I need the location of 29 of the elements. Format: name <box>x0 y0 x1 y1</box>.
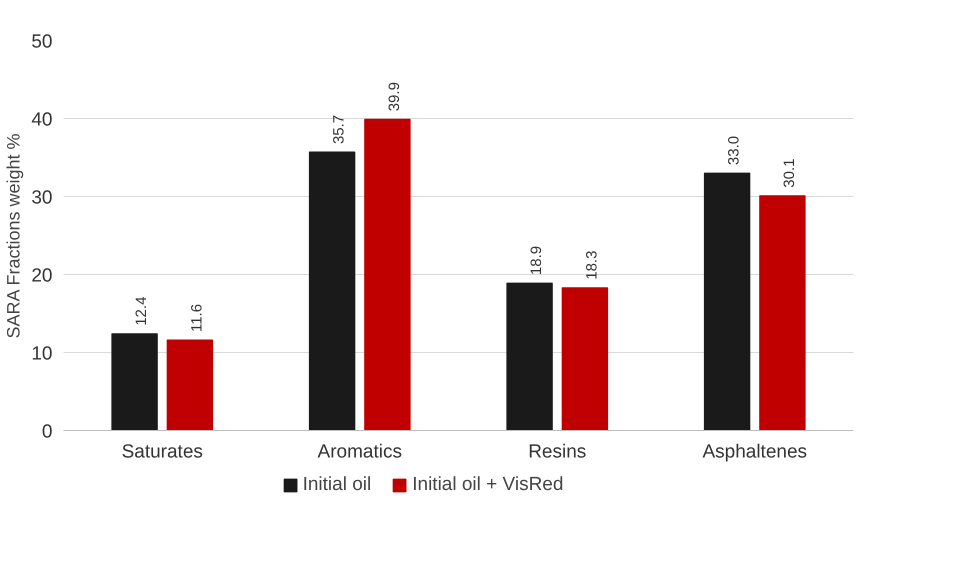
y-tick-label: 50 <box>31 32 53 52</box>
data-label: 18.3 <box>583 250 600 280</box>
y-tick-label: 20 <box>31 266 53 286</box>
data-label: 33.0 <box>726 136 743 166</box>
y-axis-title: SARA Fractions weight % <box>3 133 24 339</box>
bar <box>759 195 806 430</box>
data-label: 18.9 <box>528 246 546 276</box>
data-label: 35.7 <box>330 114 348 144</box>
y-tick-label: 30 <box>31 188 53 208</box>
y-tick-label: 0 <box>42 422 53 442</box>
bar <box>704 172 750 430</box>
legend-label: Initial oil + VisRed <box>412 474 564 496</box>
x-tick-label: Saturates <box>122 442 203 462</box>
bar <box>308 152 356 430</box>
x-tick-label: Aromatics <box>318 442 402 462</box>
x-tick-label: Resins <box>528 442 586 462</box>
bar <box>111 333 158 430</box>
bar <box>364 118 411 430</box>
bar <box>506 282 553 430</box>
legend-label: Initial oil <box>302 474 372 496</box>
y-tick-label: 10 <box>31 344 53 364</box>
x-tick-label: Asphaltenes <box>702 442 808 462</box>
y-tick-label: 40 <box>31 110 53 130</box>
bar <box>166 340 214 430</box>
data-label: 39.9 <box>386 82 403 112</box>
data-label: 11.6 <box>188 304 206 332</box>
data-label: 30.1 <box>780 158 798 188</box>
bar <box>562 287 608 430</box>
data-label: 12.4 <box>133 296 150 326</box>
